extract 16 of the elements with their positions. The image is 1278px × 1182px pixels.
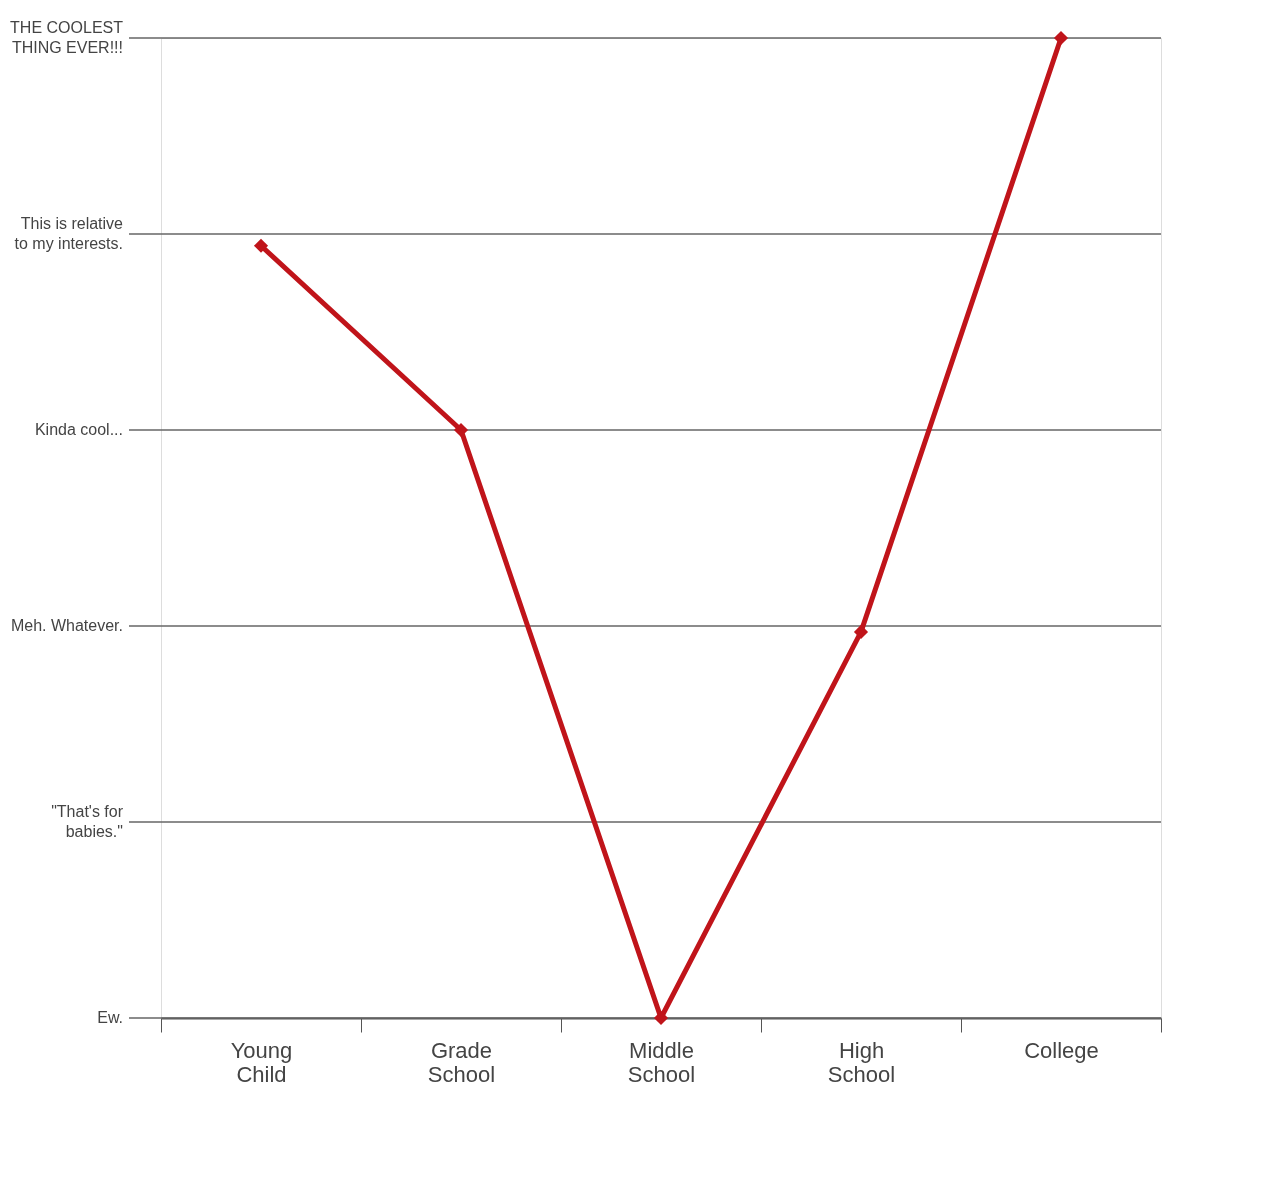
point	[653, 1010, 669, 1026]
point	[253, 238, 269, 253]
x-tick-label: High School	[827, 1037, 896, 1087]
point	[853, 624, 869, 639]
point	[453, 422, 469, 438]
ref-line-label: "That's for babies."	[51, 803, 124, 840]
x-tick-label: Middle School	[627, 1037, 696, 1087]
ref-line-label: THE COOLEST THING EVER!!!	[10, 19, 124, 56]
x-tick-label: Grade School	[427, 1037, 496, 1087]
x-tick-label: College	[1024, 1037, 1099, 1063]
ref-line-label: Meh. Whatever.	[10, 617, 123, 634]
x-tick-label: Young Child	[230, 1037, 293, 1087]
ref-line-label: Kinda cool...	[34, 421, 123, 438]
ref-line-label: This is relative to my interests.	[14, 215, 124, 252]
ref-line-label: Ew.	[97, 1009, 123, 1026]
point	[1053, 30, 1069, 46]
